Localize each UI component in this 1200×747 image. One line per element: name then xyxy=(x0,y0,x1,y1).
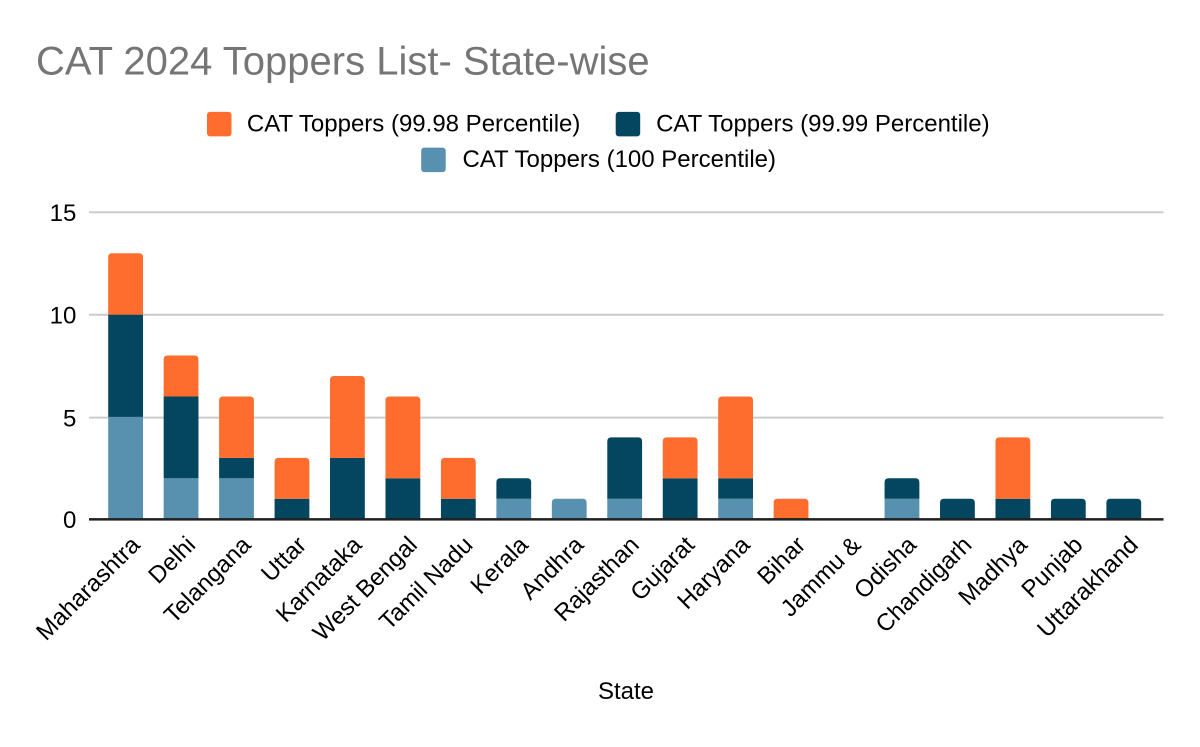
svg-text:CAT Toppers (99.99 Percentile): CAT Toppers (99.99 Percentile) xyxy=(656,111,990,138)
svg-text:5: 5 xyxy=(63,405,76,432)
svg-text:CAT Toppers (99.98 Percentile): CAT Toppers (99.98 Percentile) xyxy=(247,111,581,138)
svg-text:10: 10 xyxy=(50,303,77,330)
svg-text:15: 15 xyxy=(50,200,77,227)
svg-text:State: State xyxy=(598,678,654,705)
svg-text:CAT Toppers (100 Percentile): CAT Toppers (100 Percentile) xyxy=(463,146,777,173)
svg-text:CAT 2024 Toppers List- State-w: CAT 2024 Toppers List- State-wise xyxy=(36,39,650,83)
svg-text:0: 0 xyxy=(63,507,76,534)
